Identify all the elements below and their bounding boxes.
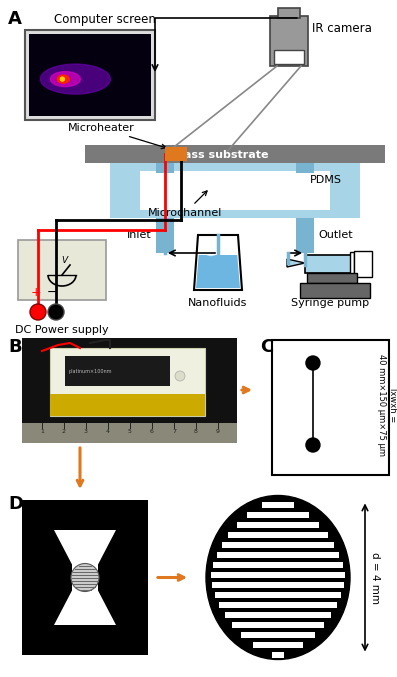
Text: PDMS: PDMS: [310, 175, 342, 185]
Ellipse shape: [50, 72, 80, 87]
Text: Glass substrate: Glass substrate: [171, 150, 269, 160]
Bar: [232, 622, 324, 628]
Text: −: −: [47, 286, 57, 299]
Text: DC Power supply: DC Power supply: [15, 325, 109, 335]
Bar: [307, 273, 357, 283]
Text: 3: 3: [84, 429, 88, 434]
Bar: [50, 348, 205, 416]
Bar: [241, 632, 315, 638]
Polygon shape: [287, 259, 305, 267]
Text: Computer screen: Computer screen: [54, 13, 156, 26]
Circle shape: [30, 304, 46, 320]
Text: +: +: [31, 286, 41, 299]
Bar: [22, 338, 237, 443]
Circle shape: [48, 304, 64, 320]
Bar: [300, 283, 370, 298]
Text: 4: 4: [106, 429, 110, 434]
Bar: [219, 602, 337, 607]
Bar: [22, 500, 148, 530]
Text: D: D: [8, 495, 23, 513]
Text: B: B: [8, 338, 21, 356]
Bar: [50, 394, 205, 416]
Bar: [25, 30, 155, 120]
Bar: [22, 625, 148, 655]
Text: A: A: [8, 10, 22, 28]
Bar: [247, 512, 309, 517]
Text: Inlet: Inlet: [127, 230, 152, 240]
Text: Nanofluids: Nanofluids: [188, 298, 248, 308]
Bar: [354, 251, 372, 277]
Bar: [253, 642, 303, 647]
Ellipse shape: [40, 64, 110, 94]
Text: 8: 8: [194, 429, 198, 434]
Circle shape: [306, 356, 320, 370]
Bar: [156, 163, 174, 173]
Text: 9: 9: [216, 429, 220, 434]
Bar: [215, 592, 341, 598]
Bar: [18, 240, 106, 300]
Text: 6: 6: [150, 429, 154, 434]
Bar: [140, 171, 330, 210]
Text: IR camera: IR camera: [312, 22, 372, 35]
Text: Microchannel: Microchannel: [148, 191, 222, 218]
Bar: [350, 252, 354, 276]
Text: V: V: [61, 256, 67, 265]
Bar: [116, 500, 148, 655]
Ellipse shape: [206, 496, 350, 659]
Bar: [213, 562, 343, 567]
Circle shape: [71, 563, 99, 592]
Bar: [262, 502, 294, 508]
Bar: [305, 255, 355, 273]
Circle shape: [175, 371, 185, 381]
Polygon shape: [194, 235, 242, 290]
Bar: [217, 552, 339, 557]
Ellipse shape: [60, 77, 64, 81]
Circle shape: [306, 438, 320, 452]
Text: 1: 1: [40, 429, 44, 434]
Text: Outlet: Outlet: [318, 230, 353, 240]
Text: Syringe pump: Syringe pump: [291, 298, 369, 308]
Bar: [29, 34, 151, 116]
Bar: [272, 652, 284, 657]
Bar: [237, 522, 320, 527]
Bar: [228, 532, 328, 538]
Polygon shape: [196, 255, 240, 288]
Polygon shape: [98, 530, 116, 625]
Ellipse shape: [57, 75, 69, 83]
Bar: [270, 16, 308, 66]
Bar: [296, 218, 314, 253]
Bar: [65, 356, 170, 386]
Text: lxwxh =
40 mm×150 μm×75 μm: lxwxh = 40 mm×150 μm×75 μm: [377, 354, 397, 456]
Bar: [156, 218, 174, 253]
Bar: [296, 163, 314, 173]
Bar: [54, 530, 116, 625]
Text: Microheater: Microheater: [68, 123, 166, 149]
Bar: [278, 8, 300, 18]
Text: 5: 5: [128, 429, 132, 434]
Polygon shape: [54, 530, 72, 625]
Text: 2: 2: [62, 429, 66, 434]
Text: C: C: [260, 338, 273, 356]
Bar: [210, 572, 345, 577]
Bar: [165, 147, 187, 161]
Bar: [22, 500, 54, 655]
Bar: [110, 163, 360, 218]
Bar: [272, 340, 389, 475]
Text: d = 4 mm: d = 4 mm: [370, 552, 380, 603]
Bar: [85, 145, 385, 163]
Text: 7: 7: [172, 429, 176, 434]
Text: platinum×100nm: platinum×100nm: [68, 368, 112, 374]
Bar: [225, 612, 331, 617]
Bar: [212, 582, 344, 588]
Bar: [222, 542, 334, 548]
Bar: [274, 50, 304, 64]
Bar: [22, 423, 237, 443]
